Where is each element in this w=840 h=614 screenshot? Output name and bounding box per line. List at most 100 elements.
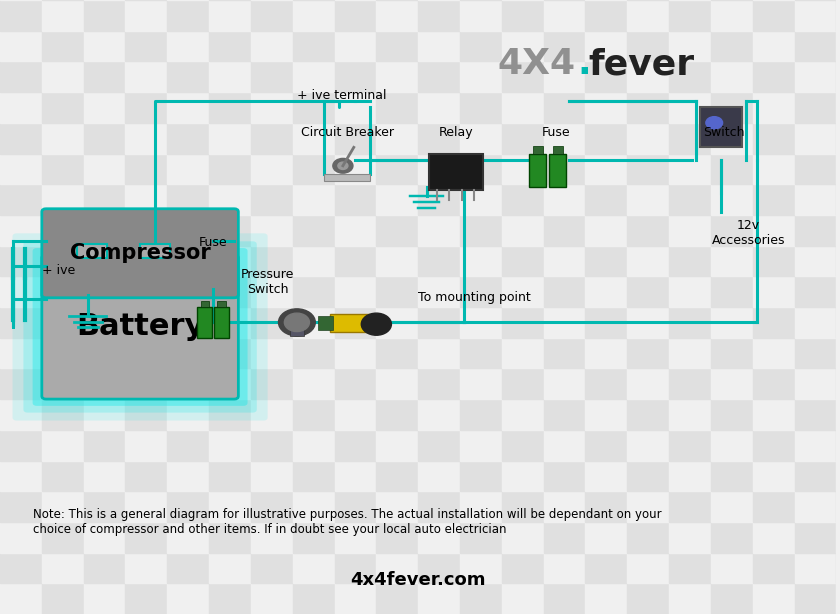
Bar [501,61,543,92]
Bar [418,583,460,614]
Bar [669,307,711,338]
Bar [627,430,669,460]
Bar [543,430,585,460]
Bar [292,154,334,184]
Bar [292,276,334,307]
Bar [125,522,167,553]
Bar [429,154,483,190]
Bar [543,276,585,307]
Bar [167,338,209,368]
Bar [84,368,125,399]
Bar [292,338,334,368]
Bar [376,184,418,215]
Bar [501,368,543,399]
Bar [77,244,107,258]
Bar [42,92,84,123]
Bar [669,553,711,583]
Bar [669,215,711,246]
Bar [711,583,753,614]
Bar [334,430,376,460]
Bar [125,368,167,399]
Text: Note: This is a general diagram for illustrative purposes. The actual installati: Note: This is a general diagram for illu… [34,508,662,536]
Bar [0,553,42,583]
Bar [330,314,376,332]
Text: Pressure
Switch: Pressure Switch [241,268,294,297]
Bar [209,338,251,368]
Bar [214,307,229,338]
Bar [795,460,837,491]
Bar [251,215,292,246]
Bar [669,0,711,31]
Text: fever: fever [588,47,694,82]
Bar [795,154,837,184]
Bar [501,31,543,61]
Bar [711,553,753,583]
Bar [669,123,711,154]
Bar [292,123,334,154]
Bar [627,399,669,430]
Bar [585,123,627,154]
Text: Compressor: Compressor [70,243,211,263]
Bar [460,31,501,61]
Bar [292,307,334,338]
Bar [42,246,84,276]
Bar [292,215,334,246]
Bar [0,246,42,276]
Bar [585,338,627,368]
Bar [292,246,334,276]
Bar [418,92,460,123]
Bar [84,31,125,61]
Bar [42,31,84,61]
Text: 4X4: 4X4 [497,47,575,82]
Bar [795,276,837,307]
Bar [753,553,795,583]
Bar [753,522,795,553]
Bar [627,154,669,184]
Bar [292,583,334,614]
Bar [795,522,837,553]
Bar [209,307,251,338]
Bar [543,184,585,215]
Bar [376,460,418,491]
Bar [553,146,563,154]
Bar [627,491,669,522]
Bar [292,460,334,491]
Bar [334,61,376,92]
Bar [585,276,627,307]
Bar [795,368,837,399]
Bar [292,92,334,123]
Bar [251,154,292,184]
Bar [84,399,125,430]
Bar [292,522,334,553]
Bar [837,184,840,215]
Bar [0,215,42,246]
Bar [669,399,711,430]
FancyBboxPatch shape [42,209,239,298]
Bar [376,553,418,583]
Bar [501,92,543,123]
Bar [795,92,837,123]
Bar [711,491,753,522]
Bar [533,146,543,154]
Bar [700,107,742,147]
Bar [323,174,370,181]
Bar [0,368,42,399]
Bar [251,430,292,460]
Bar [251,0,292,31]
Bar [125,184,167,215]
Bar [543,31,585,61]
Text: + ive: + ive [42,263,75,277]
Bar [42,61,84,92]
Bar [837,92,840,123]
Bar [585,399,627,430]
Bar [837,215,840,246]
Bar [292,184,334,215]
Text: Switch: Switch [703,125,744,139]
Bar [585,184,627,215]
Bar [292,430,334,460]
Bar [84,215,125,246]
Bar [251,276,292,307]
Bar [669,246,711,276]
Bar [501,215,543,246]
Bar [167,368,209,399]
